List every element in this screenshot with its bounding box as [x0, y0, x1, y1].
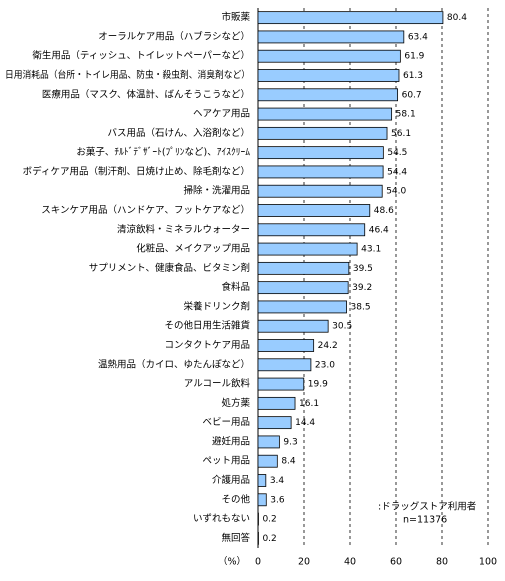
bar: [257, 474, 267, 487]
value-label: 61.3: [403, 71, 423, 81]
bar: [257, 204, 371, 217]
value-label: 24.2: [318, 341, 338, 351]
value-label: 38.5: [351, 302, 371, 312]
bar: [257, 165, 384, 179]
category-label: バス用品（石けん、入浴剤など）: [107, 127, 250, 139]
category-label: 清涼飲料・ミネラルウォーター: [117, 223, 250, 235]
x-axis-label: （%）: [218, 556, 246, 568]
category-label: 介護用品: [212, 474, 250, 486]
value-label: 58.1: [396, 110, 416, 120]
value-label: 54.5: [387, 148, 407, 158]
value-label: 43.1: [361, 245, 381, 255]
category-label: お菓子、ﾁﾙﾄﾞﾃﾞｻﾞｰﾄ(ﾌﾟﾘﾝなど)、ｱｲｽｸﾘｰﾑ: [76, 146, 250, 158]
bar: [257, 223, 366, 237]
value-label: 54.0: [386, 187, 406, 197]
bar: [257, 30, 405, 44]
category-label: 医療用品（マスク、体温計、ばんそうこうなど）: [42, 88, 250, 100]
category-label: 衛生用品（ティッシュ、トイレットペーパーなど）: [32, 50, 250, 62]
category-label: 栄養ドリンク剤: [183, 300, 250, 312]
value-label: 3.6: [270, 495, 285, 505]
value-label: 9.3: [283, 437, 297, 447]
bar: [257, 107, 393, 121]
annotation: :ドラッグストア利用者: [378, 501, 476, 513]
category-label: オーラルケア用品（ハブラシなど）: [98, 30, 250, 42]
value-label: 14.4: [295, 418, 315, 428]
value-label: 80.4: [447, 13, 467, 23]
bar: [257, 126, 388, 140]
category-label: 温熱用品（カイロ、ゆたんぽなど）: [98, 358, 250, 370]
value-label: 39.5: [353, 264, 373, 274]
category-label: ボディケア用品（制汗剤、日焼け止め、除毛剤など）: [23, 165, 250, 177]
bar: [257, 377, 305, 391]
x-tick-label: 60: [390, 557, 402, 568]
value-label: 8.4: [281, 457, 296, 467]
bar: [257, 184, 383, 198]
category-label: 食料品: [221, 281, 250, 293]
x-tick-label: 20: [298, 557, 310, 568]
bar: [257, 242, 358, 256]
category-label: スキンケア用品（ハンドケア、フットケアなど）: [41, 204, 250, 216]
bar: [257, 300, 347, 314]
category-label: 避妊用品: [212, 435, 250, 447]
category-label: アルコール飲料: [184, 378, 251, 390]
bar: [257, 319, 329, 333]
value-label: 0.2: [262, 515, 276, 525]
value-label: 60.7: [402, 90, 422, 100]
bar: [257, 493, 267, 507]
value-label: 56.1: [391, 129, 411, 139]
category-label: サプリメント、健康食品、ビタミン剤: [89, 262, 250, 274]
bar: [257, 146, 384, 160]
bar: [257, 261, 350, 275]
value-label: 23.0: [315, 360, 335, 370]
value-label: 19.9: [308, 380, 328, 390]
category-label: ベビー用品: [202, 417, 250, 428]
bar: [257, 281, 349, 295]
value-label: 63.4: [408, 32, 428, 42]
category-label: いずれもない: [193, 514, 250, 525]
category-label: 市販薬: [221, 11, 250, 23]
value-label: 46.4: [369, 225, 389, 235]
value-label: 16.1: [299, 399, 319, 409]
bar: [257, 454, 278, 468]
category-label: ヘアケア用品: [193, 109, 250, 120]
category-label: その他: [221, 493, 250, 505]
bar: [257, 396, 296, 410]
category-label: その他日用生活雑貨: [164, 320, 250, 332]
value-label: 30.5: [332, 322, 352, 332]
x-tick-label: 0: [255, 557, 261, 568]
category-label: コンタクトケア用品: [164, 340, 250, 351]
bar: [257, 49, 401, 63]
category-label: 無回答: [221, 532, 250, 544]
bar: [257, 69, 400, 82]
bar: [257, 435, 280, 449]
category-label: 掃除・洗濯用品: [183, 185, 250, 197]
value-label: 54.4: [387, 167, 407, 177]
value-label: 0.2: [262, 534, 276, 544]
category-label: 日用消耗品（台所・トイレ用品、防虫・殺虫剤、消臭剤など）: [5, 69, 250, 81]
x-tick-label: 80: [436, 557, 448, 568]
x-tick-label: 100: [479, 557, 497, 568]
bar: [257, 88, 399, 102]
value-label: 3.4: [270, 476, 285, 486]
x-tick-label: 40: [344, 557, 356, 568]
bar: [257, 416, 292, 430]
value-label: 48.6: [374, 206, 394, 216]
bar: [257, 11, 444, 25]
bar: [257, 358, 312, 372]
value-label: 39.2: [352, 283, 372, 293]
category-label: 化粧品、メイクアップ用品: [136, 243, 250, 255]
value-label: 61.9: [404, 52, 424, 62]
annotation: n=11376: [403, 515, 447, 526]
bar: [257, 339, 315, 352]
category-label: ペット用品: [202, 456, 250, 467]
category-label: 処方薬: [221, 397, 250, 409]
